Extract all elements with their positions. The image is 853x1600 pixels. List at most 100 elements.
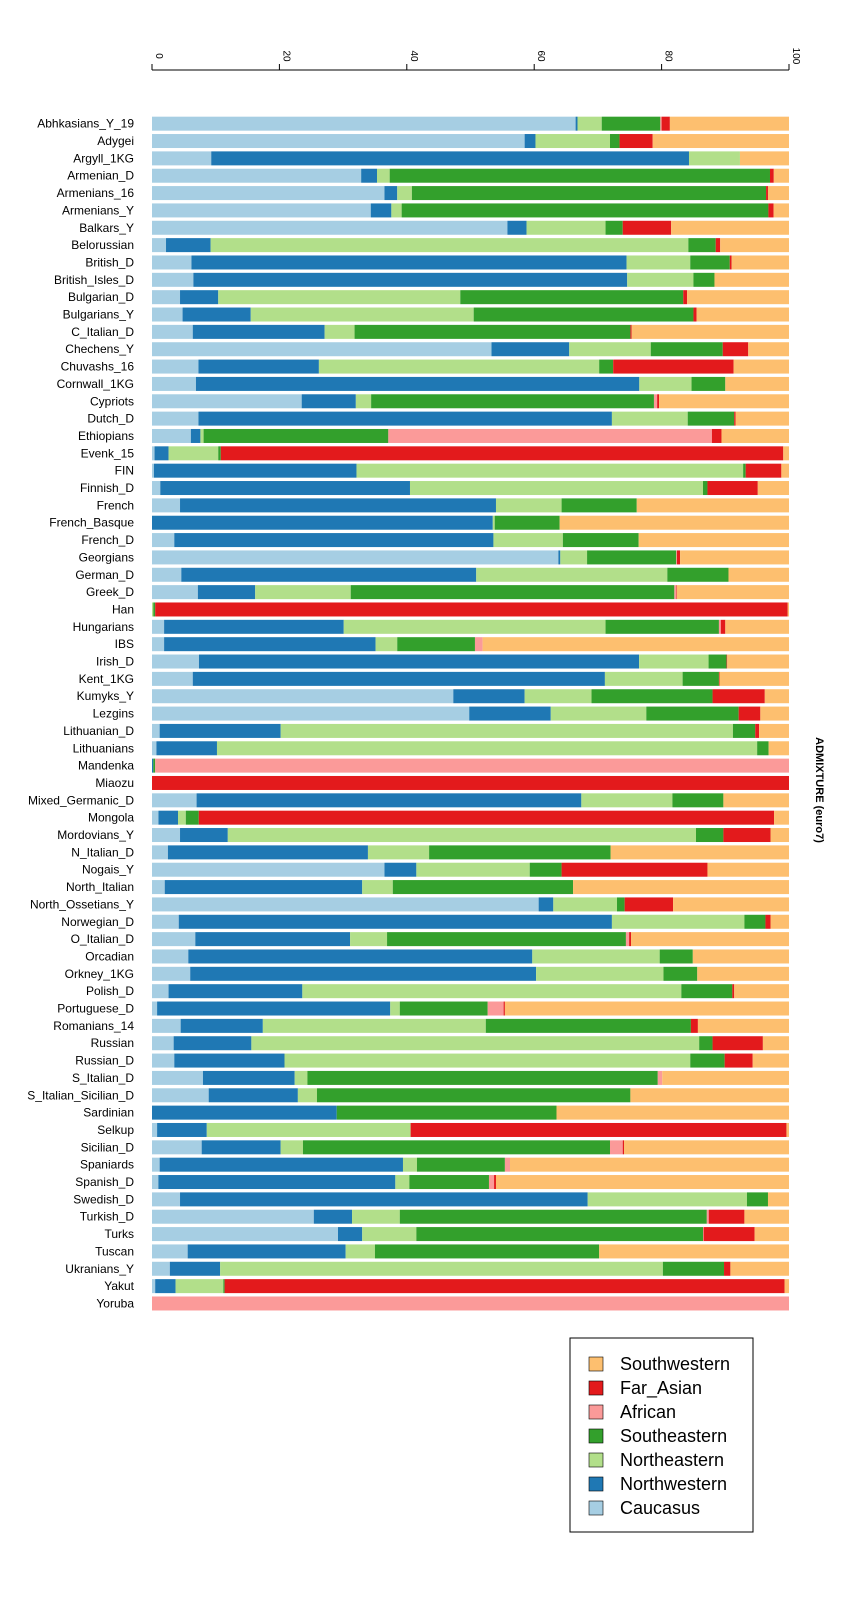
segment-southeastern xyxy=(399,1209,707,1224)
segment-far-asian xyxy=(224,1279,785,1294)
segment-northwestern xyxy=(558,550,561,565)
segment-southeastern xyxy=(485,1018,691,1033)
bar-orkney-1kg xyxy=(152,966,789,981)
segment-far-asian xyxy=(220,446,784,461)
segment-caucasus xyxy=(152,637,165,652)
segment-southwestern xyxy=(773,203,789,218)
tick-label: 20 xyxy=(280,50,291,62)
segment-southeastern xyxy=(690,1053,725,1068)
segment-caucasus xyxy=(152,966,191,981)
segment-northwestern xyxy=(178,914,612,929)
bar-swedish-d xyxy=(152,1192,789,1207)
segment-african xyxy=(718,619,721,634)
segment-southeastern xyxy=(429,845,611,860)
segment-caucasus xyxy=(152,1227,339,1242)
segment-african xyxy=(703,1227,704,1242)
bar-ibs xyxy=(152,637,789,652)
segment-caucasus xyxy=(152,1157,160,1172)
segment-northwestern xyxy=(301,394,356,409)
segment-southeastern xyxy=(663,966,698,981)
segment-northwestern xyxy=(167,845,368,860)
segment-far-asian xyxy=(155,602,788,617)
segment-southeastern xyxy=(732,723,756,738)
legend-swatch-far-asian xyxy=(588,1380,604,1396)
legend-swatch-northwestern xyxy=(588,1476,604,1492)
segment-northeastern xyxy=(627,272,694,287)
segment-african xyxy=(676,550,677,565)
segment-southeastern xyxy=(757,741,769,756)
population-label: Lezgins xyxy=(93,707,134,721)
segment-northwestern xyxy=(182,307,251,322)
bar-armenians-16 xyxy=(152,186,789,201)
tick-label: 40 xyxy=(408,50,419,62)
segment-northwestern xyxy=(187,1244,346,1259)
segment-northeastern xyxy=(397,186,412,201)
segment-southeastern xyxy=(529,862,562,877)
segment-southeastern xyxy=(397,637,475,652)
segment-northeastern xyxy=(492,515,495,530)
bar-bulgarian-d xyxy=(152,290,789,305)
segment-caucasus xyxy=(152,1192,181,1207)
bar-hungarians xyxy=(152,619,789,634)
segment-far-asian xyxy=(768,203,774,218)
population-label: Lithuanians xyxy=(73,741,134,755)
segment-caucasus xyxy=(152,897,539,912)
segment-caucasus xyxy=(152,394,302,409)
segment-southwestern xyxy=(669,116,789,131)
segment-southeastern xyxy=(416,1227,704,1242)
segment-far-asian xyxy=(729,255,732,270)
segment-southwestern xyxy=(725,376,789,391)
population-label: Romanians_14 xyxy=(53,1019,134,1033)
segment-southwestern xyxy=(727,654,789,669)
segment-southwestern xyxy=(652,134,789,149)
segment-northwestern xyxy=(196,793,582,808)
segment-far-asian xyxy=(708,1209,745,1224)
segment-southeastern xyxy=(605,220,623,235)
segment-southeastern xyxy=(218,446,221,461)
population-label: Mongola xyxy=(88,811,134,825)
bar-spaniards xyxy=(152,1157,789,1172)
segment-southwestern xyxy=(786,1122,789,1137)
tick-label: 100 xyxy=(790,48,801,65)
segment-caucasus xyxy=(152,1261,170,1276)
segment-northeastern xyxy=(345,1244,375,1259)
bar-argyll-1kg xyxy=(152,151,789,166)
segment-southwestern xyxy=(504,1001,789,1016)
segment-southeastern xyxy=(409,1175,489,1190)
segment-far-asian xyxy=(720,619,726,634)
segment-northwestern xyxy=(152,758,154,773)
segment-northwestern xyxy=(169,1261,221,1276)
population-label: Tuscan xyxy=(95,1244,134,1258)
segment-caucasus xyxy=(152,168,362,183)
segment-far-asian xyxy=(152,775,789,790)
segment-far-asian xyxy=(676,550,681,565)
segment-southeastern xyxy=(708,654,727,669)
segment-southeastern xyxy=(693,272,715,287)
segment-southwestern xyxy=(495,1175,789,1190)
segment-northeastern xyxy=(367,845,430,860)
segment-southeastern xyxy=(153,602,156,617)
segment-northwestern xyxy=(361,168,378,183)
segment-northeastern xyxy=(532,949,660,964)
segment-northwestern xyxy=(191,255,627,270)
bar-lithuanians xyxy=(152,741,789,756)
segment-northwestern xyxy=(190,966,537,981)
segment-southwestern xyxy=(636,498,789,513)
segment-far-asian xyxy=(503,1001,505,1016)
segment-far-asian xyxy=(745,463,782,478)
segment-northeastern xyxy=(200,428,204,443)
segment-northwestern xyxy=(164,880,363,895)
segment-far-asian xyxy=(198,810,775,825)
segment-southeastern xyxy=(687,411,735,426)
population-label: Miaozu xyxy=(95,776,134,790)
segment-southwestern xyxy=(723,793,789,808)
segment-northeastern xyxy=(569,342,651,357)
segment-northeastern xyxy=(280,723,733,738)
population-label: Turkish_D xyxy=(80,1210,135,1224)
population-label: S_Italian_Sicilian_D xyxy=(27,1088,134,1102)
segment-northwestern xyxy=(507,220,527,235)
population-label: Yakut xyxy=(104,1279,134,1293)
segment-far-asian xyxy=(724,1261,731,1276)
segment-southwestern xyxy=(725,619,789,634)
bar-nogais-y xyxy=(152,862,789,877)
